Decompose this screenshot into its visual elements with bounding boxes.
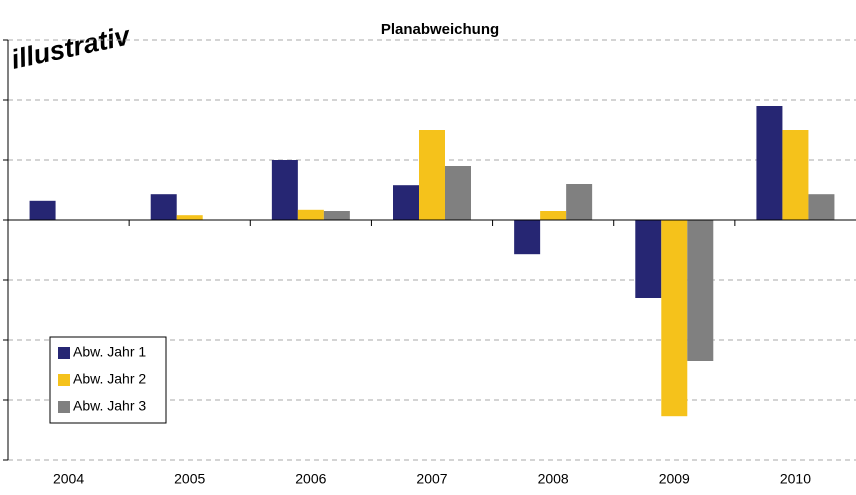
chart-title: Planabweichung [381,21,499,38]
bar [687,220,714,361]
legend-label: Abw. Jahr 3 [73,398,146,414]
bar [29,200,56,220]
x-tick-label: 2008 [538,471,569,487]
bar [323,211,350,220]
legend-swatch [58,374,70,386]
bar [176,215,203,220]
legend-label: Abw. Jahr 2 [73,371,146,387]
bar [540,211,567,220]
bar [150,194,177,220]
bar [514,220,541,255]
bar [635,220,662,298]
bar [756,106,783,220]
legend-swatch [58,347,70,359]
x-tick-label: 2007 [416,471,447,487]
x-tick-label: 2004 [53,471,84,487]
x-tick-label: 2009 [659,471,690,487]
x-tick-label: 2005 [174,471,205,487]
bar [393,185,419,220]
legend-label: Abw. Jahr 1 [73,344,146,360]
bar [445,166,471,220]
bar [782,130,809,220]
bar [297,209,324,220]
bar [808,194,835,220]
bar [419,130,445,220]
legend-swatch [58,401,70,413]
x-tick-label: 2010 [780,471,811,487]
annotation: illustrativ [8,20,134,75]
bar [661,220,688,417]
bar [566,184,593,220]
x-tick-label: 2006 [295,471,326,487]
bar [271,160,298,220]
